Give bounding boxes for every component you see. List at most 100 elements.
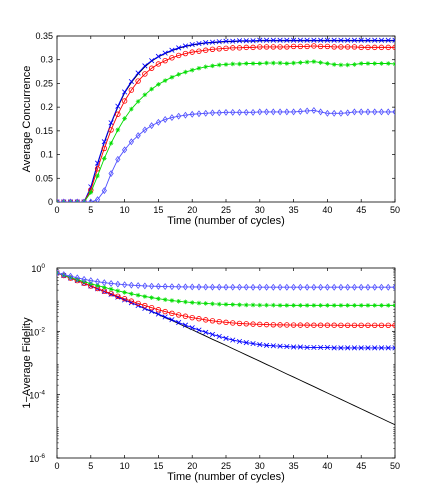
data-point	[257, 283, 263, 291]
data-point	[135, 99, 141, 104]
data-point	[209, 283, 216, 291]
data-point	[291, 108, 297, 116]
plot-area	[57, 269, 395, 426]
data-point	[230, 108, 236, 116]
data-point	[155, 53, 161, 59]
data-point	[196, 283, 202, 291]
data-point	[331, 322, 337, 328]
data-point	[392, 37, 395, 43]
data-point	[182, 111, 189, 119]
data-point	[318, 344, 324, 351]
data-point	[209, 46, 216, 52]
data-point	[304, 344, 310, 351]
data-point	[311, 322, 317, 328]
data-point	[176, 45, 182, 51]
data-point	[196, 110, 202, 118]
data-point	[358, 44, 364, 51]
data-point	[365, 61, 371, 66]
data-point	[189, 314, 195, 321]
data-point	[338, 345, 344, 351]
data-point	[223, 108, 229, 116]
y-tick-label: 0	[48, 197, 53, 207]
data-point	[297, 107, 303, 115]
data-point	[95, 283, 100, 288]
x-axis-label: Time (number of cycles)	[167, 215, 285, 227]
data-point	[358, 108, 364, 116]
data-point	[183, 69, 188, 75]
data-point	[176, 319, 182, 326]
data-point	[263, 283, 270, 291]
data-point	[379, 303, 384, 308]
data-point	[216, 46, 222, 52]
data-point	[331, 62, 337, 67]
data-point	[385, 345, 391, 351]
data-point	[372, 283, 378, 291]
data-point	[61, 271, 67, 279]
data-point	[115, 103, 121, 109]
data-point	[196, 65, 202, 71]
data-point	[378, 322, 385, 329]
x-tick-label: 25	[221, 205, 231, 215]
data-point	[277, 283, 283, 291]
data-point	[129, 106, 134, 112]
data-point	[203, 109, 209, 117]
x-tick-label: 10	[120, 205, 130, 215]
data-point	[277, 303, 283, 308]
data-point	[237, 61, 242, 67]
data-point	[324, 322, 331, 328]
data-point	[182, 313, 189, 319]
data-point	[284, 37, 290, 43]
data-point	[135, 132, 141, 140]
data-point	[216, 62, 222, 68]
data-point	[223, 283, 229, 291]
data-point	[263, 342, 270, 348]
data-point	[156, 82, 161, 87]
data-point	[392, 345, 395, 351]
data-point	[392, 322, 395, 329]
data-point	[365, 283, 371, 291]
data-point	[284, 343, 290, 350]
data-point	[57, 198, 60, 202]
data-point	[61, 272, 67, 278]
data-point	[162, 57, 168, 64]
data-point	[216, 301, 222, 307]
data-point	[243, 321, 249, 327]
data-point	[358, 322, 364, 329]
data-point	[338, 322, 344, 329]
data-point	[358, 303, 364, 308]
data-point	[210, 63, 215, 69]
data-point	[385, 322, 391, 329]
data-point	[392, 283, 395, 291]
y-tick-label: 0.25	[35, 78, 53, 88]
data-point	[88, 277, 94, 285]
y-tick-label: 10-6	[29, 453, 45, 464]
data-point	[345, 283, 351, 291]
data-point	[95, 173, 100, 179]
data-point	[358, 61, 364, 66]
data-point	[311, 106, 317, 114]
data-point	[115, 127, 121, 133]
data-point	[236, 108, 243, 116]
data-point	[122, 290, 127, 295]
x-tick-label: 15	[153, 205, 163, 215]
data-point	[324, 109, 330, 117]
data-point	[331, 109, 337, 117]
data-point	[182, 50, 189, 57]
data-point	[318, 60, 323, 65]
data-point	[189, 41, 195, 48]
data-point	[216, 318, 222, 325]
data-point	[115, 155, 121, 163]
data-point	[122, 146, 128, 154]
concurrence-panel: 0 5 10 15 20 25 30 35 40 45 50 0 0.05 0.1 0.15 0.2 0.25 0…	[21, 31, 400, 227]
data-point	[284, 44, 290, 50]
data-point	[385, 108, 391, 116]
data-point	[318, 283, 324, 291]
data-point	[297, 37, 303, 43]
data-point	[102, 156, 107, 161]
y-tick-label: 10-2	[29, 326, 45, 337]
data-point	[162, 116, 168, 123]
data-point	[290, 43, 297, 50]
series-1	[57, 37, 395, 202]
data-point	[263, 108, 270, 116]
data-point	[250, 38, 256, 44]
